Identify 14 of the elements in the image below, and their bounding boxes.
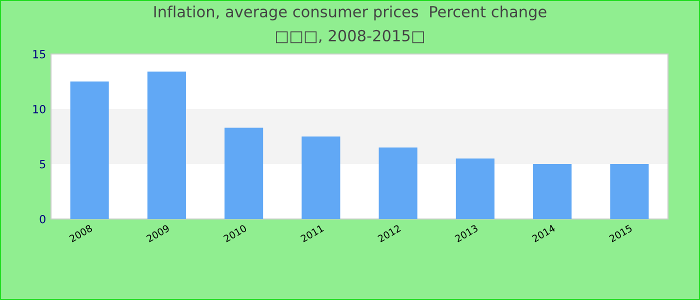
bar [147, 72, 186, 219]
bar [378, 148, 418, 219]
bar [456, 158, 494, 219]
y-tick-label: 5 [40, 160, 46, 168]
chart-title: Inflation, average consumer prices Percent change [154, 6, 546, 20]
bar [610, 164, 649, 219]
y-tick-label: 10 [33, 104, 46, 114]
bar [70, 82, 109, 219]
bar [302, 136, 340, 219]
y-tick-label: 0 [40, 214, 46, 224]
chart-subtitle: □□□, 2008-2015□ [276, 30, 424, 44]
y-tick-label: 15 [33, 50, 46, 58]
bar [533, 164, 572, 219]
bar [224, 128, 264, 219]
